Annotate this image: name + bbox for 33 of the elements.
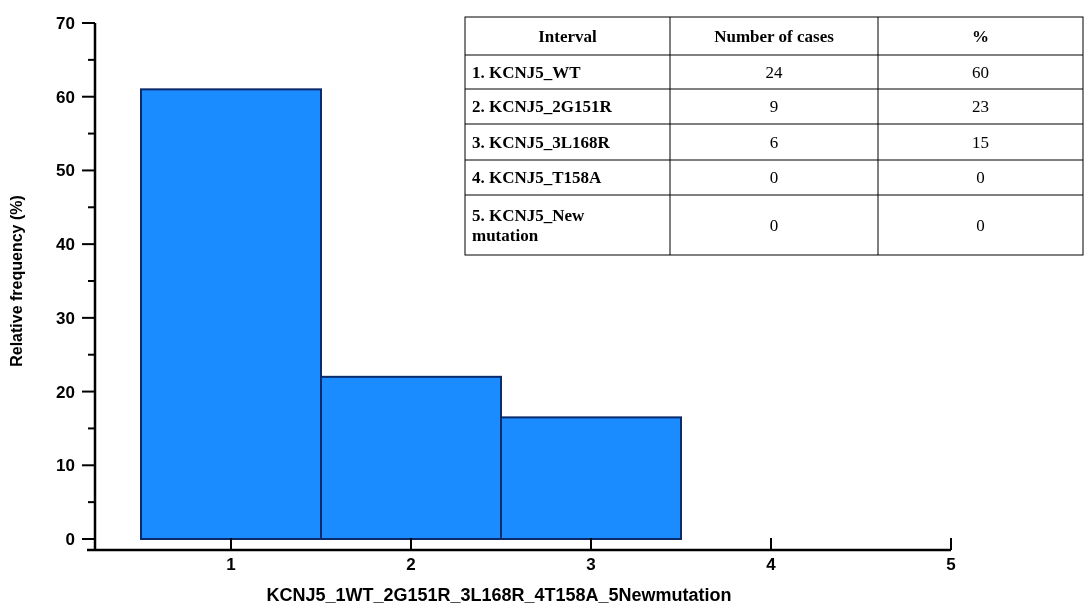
annotation: 2. KCNJ5_2G151R [472, 97, 613, 117]
y-tick-label: 50 [56, 161, 75, 181]
annotation: 24 [765, 62, 783, 82]
x-tick-label: 4 [766, 555, 777, 574]
y-tick-label: 40 [56, 235, 75, 255]
annotation: 0 [769, 168, 779, 188]
text: % [972, 26, 989, 46]
y-tick-label: 70 [56, 13, 75, 33]
annotation: 3. KCNJ5_3L168R [472, 132, 611, 152]
text: 60 [972, 62, 989, 82]
x-tick-label: 5 [946, 555, 956, 574]
text: 15 [972, 132, 989, 152]
x-tick-label: 2 [406, 555, 416, 574]
y-tick-label: 60 [56, 87, 75, 107]
x-tick-label: 3 [586, 555, 596, 574]
y-tick-label: 30 [56, 308, 75, 328]
y-tick-label: 10 [56, 456, 75, 476]
annotation: 9 [769, 97, 779, 117]
x-tick-label: 1 [226, 555, 236, 574]
text: 0 [976, 168, 985, 188]
annotation: 4. KCNJ5_T158A [472, 168, 603, 188]
y-tick-label: 20 [56, 382, 75, 402]
annotation: 0 [769, 215, 779, 235]
x-axis-title: KCNJ5_1WT_2G151R_3L168R_4T158A_5Newmutation [266, 585, 732, 605]
annotation: 1. KCNJ5_WT [472, 62, 582, 82]
annotation: Interval [538, 26, 598, 46]
annotation: 6 [769, 132, 779, 152]
annotation: 5. KCNJ5_New mutation [472, 205, 586, 245]
y-tick-label: 0 [65, 529, 75, 549]
text: 23 [972, 97, 989, 117]
annotation: Number of cases [714, 26, 835, 46]
y-axis-title: Relative frequency (%) [8, 195, 25, 367]
text: 0 [976, 215, 985, 235]
